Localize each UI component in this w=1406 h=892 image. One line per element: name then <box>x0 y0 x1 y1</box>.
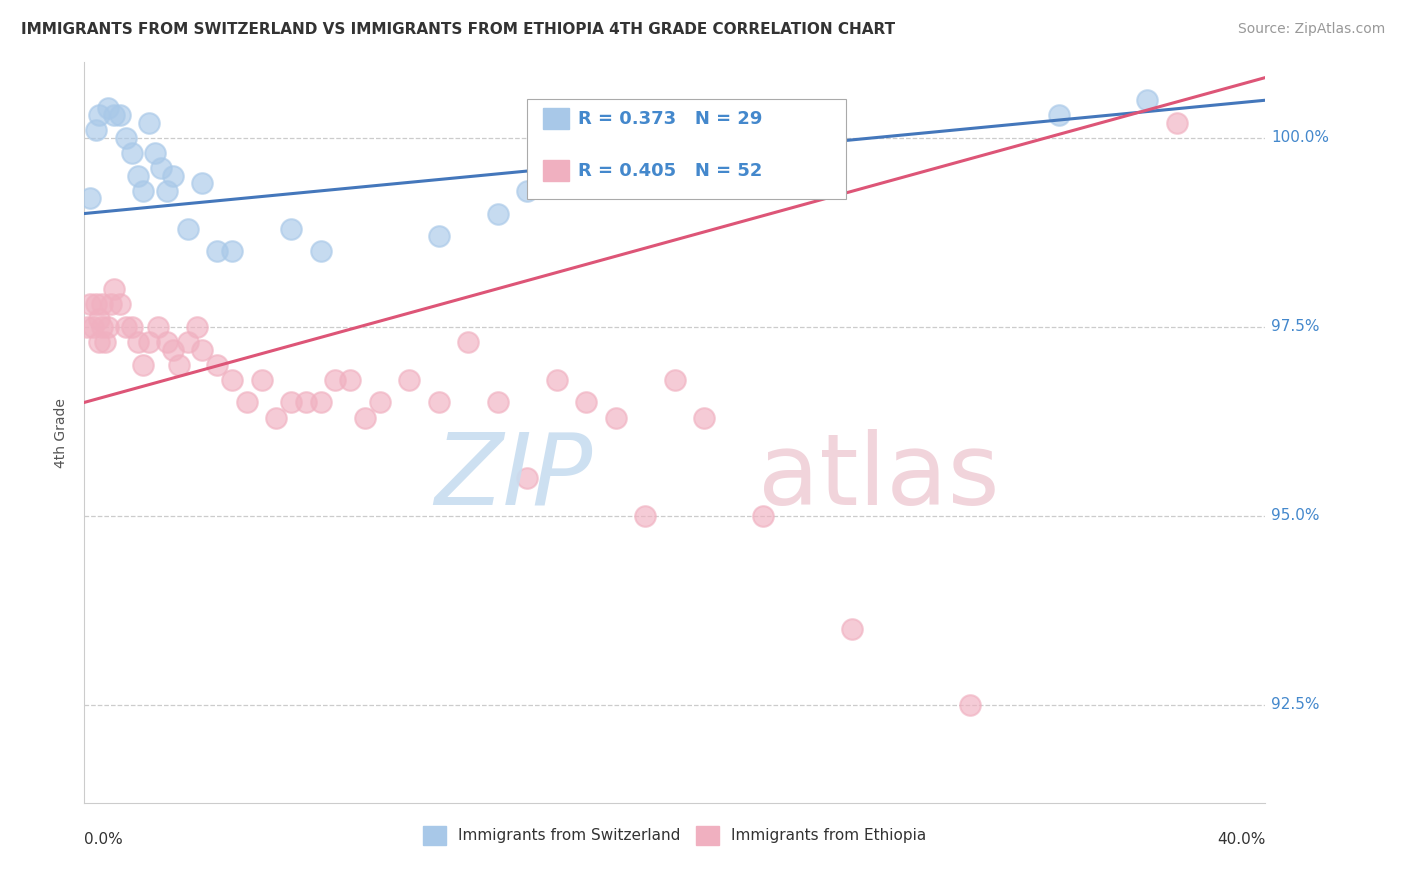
Point <box>114 319 136 334</box>
Point <box>108 108 131 122</box>
Text: 0.0%: 0.0% <box>84 832 124 847</box>
Text: IMMIGRANTS FROM SWITZERLAND VS IMMIGRANTS FROM ETHIOPIA 4TH GRADE CORRELATION CH: IMMIGRANTS FROM SWITZERLAND VS IMMIGRANT… <box>21 22 896 37</box>
Point <box>427 395 450 409</box>
Point <box>693 410 716 425</box>
Point <box>605 146 627 161</box>
Point <box>191 177 214 191</box>
Point <box>121 319 143 334</box>
Point <box>108 297 131 311</box>
Text: 92.5%: 92.5% <box>1271 697 1320 712</box>
Text: 97.5%: 97.5% <box>1271 319 1320 334</box>
Point <box>84 297 107 311</box>
Point <box>959 698 981 712</box>
Text: R = 0.405   N = 52: R = 0.405 N = 52 <box>578 162 762 180</box>
Point <box>148 319 170 334</box>
Text: Source: ZipAtlas.com: Source: ZipAtlas.com <box>1237 22 1385 37</box>
Y-axis label: 4th Grade: 4th Grade <box>55 398 69 467</box>
Point <box>79 191 101 205</box>
Point <box>295 395 318 409</box>
Point <box>368 395 391 409</box>
Point <box>132 184 155 198</box>
Point <box>236 395 259 409</box>
Point <box>100 297 122 311</box>
Point <box>723 131 745 145</box>
Point <box>634 508 657 523</box>
Point <box>575 395 598 409</box>
Point <box>82 319 104 334</box>
Point <box>167 358 190 372</box>
Point <box>156 334 179 349</box>
Point <box>97 319 120 334</box>
Text: ZIP: ZIP <box>434 428 592 525</box>
Point <box>97 101 120 115</box>
Point <box>87 108 111 122</box>
Point <box>207 358 229 372</box>
Point <box>76 319 98 334</box>
Text: 95.0%: 95.0% <box>1271 508 1320 524</box>
Point <box>280 395 302 409</box>
Point <box>94 334 117 349</box>
Point <box>427 229 450 244</box>
Point <box>339 373 361 387</box>
Point <box>191 343 214 357</box>
Bar <box>543 161 568 181</box>
Point <box>486 395 509 409</box>
Point <box>221 244 243 259</box>
Point <box>280 221 302 235</box>
Point <box>162 169 184 183</box>
Point <box>132 358 155 372</box>
FancyBboxPatch shape <box>527 99 846 200</box>
Point <box>150 161 173 176</box>
Point <box>516 471 538 485</box>
Point <box>546 373 568 387</box>
Point <box>162 343 184 357</box>
Point <box>841 622 863 636</box>
Point <box>207 244 229 259</box>
Point <box>309 395 332 409</box>
Point <box>87 312 111 326</box>
Point <box>91 319 114 334</box>
Point <box>398 373 420 387</box>
Point <box>79 297 101 311</box>
Point <box>1136 93 1159 107</box>
Point <box>605 410 627 425</box>
Point <box>325 373 347 387</box>
Text: R = 0.373   N = 29: R = 0.373 N = 29 <box>578 111 762 128</box>
Text: atlas: atlas <box>758 428 1000 525</box>
Point <box>516 184 538 198</box>
Point <box>103 108 125 122</box>
Point <box>457 334 479 349</box>
Point <box>127 334 149 349</box>
Point <box>121 146 143 161</box>
Point <box>354 410 377 425</box>
Point <box>266 410 288 425</box>
Text: 100.0%: 100.0% <box>1271 130 1329 145</box>
Point <box>664 373 686 387</box>
Point <box>177 334 200 349</box>
Point <box>103 282 125 296</box>
Point <box>309 244 332 259</box>
Text: 40.0%: 40.0% <box>1218 832 1265 847</box>
Point <box>186 319 208 334</box>
Point <box>1047 108 1070 122</box>
Point <box>143 146 166 161</box>
Point <box>114 131 136 145</box>
Point <box>752 508 775 523</box>
Point <box>87 334 111 349</box>
Point <box>156 184 179 198</box>
Point <box>127 169 149 183</box>
Point <box>250 373 273 387</box>
Point <box>1166 116 1188 130</box>
Point <box>84 123 107 137</box>
Point <box>177 221 200 235</box>
Point <box>221 373 243 387</box>
Point <box>91 297 114 311</box>
Bar <box>543 108 568 129</box>
Point <box>664 131 686 145</box>
Point <box>138 116 160 130</box>
Legend: Immigrants from Switzerland, Immigrants from Ethiopia: Immigrants from Switzerland, Immigrants … <box>418 820 932 851</box>
Point <box>138 334 160 349</box>
Point <box>486 206 509 220</box>
